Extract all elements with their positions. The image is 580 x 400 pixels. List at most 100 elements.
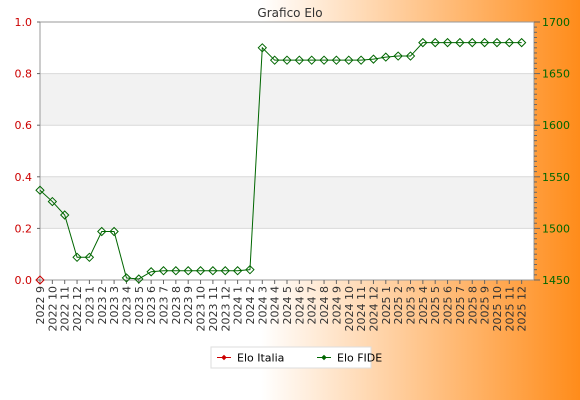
x-axis-tick-label: 2025 10	[491, 286, 504, 332]
x-axis-tick-label: 2025 8	[466, 286, 479, 325]
left-axis-tick-label: 1.0	[15, 16, 33, 29]
plot-band	[40, 22, 534, 74]
x-axis-tick-label: 2025 9	[479, 286, 492, 325]
data-point	[356, 55, 366, 65]
plot-band	[40, 125, 534, 177]
x-axis-tick-label: 2024 7	[306, 286, 319, 325]
data-point	[146, 267, 156, 277]
data-point	[282, 55, 292, 65]
x-axis-tick-label: 2025 3	[405, 286, 418, 325]
x-axis-tick-label: 2025 1	[380, 286, 393, 325]
left-axis-tick-label: 0.2	[15, 222, 33, 235]
x-axis-tick-label: 2024 12	[367, 286, 380, 332]
x-axis-tick-label: 2022 10	[46, 286, 59, 332]
data-point	[97, 226, 107, 237]
series-line	[39, 42, 522, 280]
data-point	[121, 273, 132, 283]
data-point	[306, 55, 317, 65]
data-point	[442, 37, 453, 48]
right-axis-tick-label: 1500	[542, 222, 570, 235]
x-axis-tick-label: 2023 9	[182, 286, 195, 325]
x-axis-tick-label: 2023 10	[195, 286, 208, 332]
legend-label: Elo Italia	[237, 352, 284, 365]
x-axis-tick-label: 2024 9	[330, 286, 343, 325]
data-point	[344, 55, 354, 65]
x-axis-tick-label: 2025 12	[516, 286, 529, 332]
legend-swatch-marker	[221, 354, 227, 361]
right-axis-tick-label: 1650	[542, 68, 570, 81]
data-point	[418, 37, 428, 48]
data-point	[59, 210, 70, 220]
data-point	[405, 51, 416, 61]
data-point	[109, 226, 119, 237]
plot-band	[40, 228, 534, 280]
x-axis-tick-label: 2024 1	[232, 286, 245, 325]
data-point	[319, 55, 329, 65]
left-axis-tick-label: 0.4	[15, 171, 33, 184]
x-axis-tick-label: 2022 11	[59, 286, 72, 332]
x-axis-tick-label: 2023 5	[133, 286, 146, 325]
data-point	[430, 37, 440, 48]
x-axis-tick-label: 2023 1	[83, 286, 96, 325]
x-axis-tick-label: 2024 10	[343, 286, 356, 332]
x-axis-tick-label: 2024 5	[281, 286, 294, 325]
data-point	[195, 266, 206, 276]
left-axis-tick-label: 0.6	[15, 119, 33, 132]
data-point	[72, 252, 82, 263]
x-axis-tick-label: 2025 2	[392, 286, 405, 325]
data-point	[269, 55, 280, 65]
data-point	[368, 54, 379, 64]
x-axis-tick-label: 2025 7	[454, 286, 467, 325]
data-point	[331, 55, 342, 65]
x-axis-tick-label: 2023 3	[108, 286, 121, 325]
data-point	[455, 37, 465, 48]
x-axis-tick-label: 2023 2	[96, 286, 109, 325]
x-axis-tick-label: 2024 11	[355, 286, 368, 332]
x-axis-tick-label: 2023 7	[158, 286, 171, 325]
x-axis-tick-label: 2024 3	[256, 286, 269, 325]
plot-band	[40, 73, 534, 126]
x-axis-tick-label: 2023 11	[207, 286, 220, 332]
data-point	[467, 37, 477, 48]
data-point	[393, 51, 403, 61]
x-axis-tick-label: 2022 12	[71, 286, 84, 332]
x-axis-tick-label: 2024 2	[244, 286, 257, 325]
legend: Elo Italia Elo FIDE	[210, 346, 382, 369]
chart-title: Grafico Elo	[257, 6, 322, 20]
left-axis-tick-label: 0.8	[15, 68, 33, 81]
x-axis-tick-label: 2023 4	[120, 286, 133, 325]
x-axis-tick-label: 2023 6	[145, 286, 158, 325]
x-axis-tick-label: 2023 12	[219, 286, 232, 332]
legend-box	[210, 346, 372, 369]
right-axis-tick-label: 1550	[542, 171, 570, 184]
x-axis-tick-label: 2024 4	[269, 286, 282, 325]
right-axis-tick-label: 1600	[542, 119, 570, 132]
data-point	[257, 43, 268, 53]
x-axis-tick-label: 2025 6	[442, 286, 455, 325]
left-axis-tick-label: 0.0	[15, 274, 33, 287]
data-point	[134, 274, 144, 284]
data-point	[208, 266, 218, 276]
data-point	[245, 264, 255, 275]
x-axis-tick-label: 2023 8	[170, 286, 183, 325]
data-point	[232, 266, 243, 276]
plot-band	[40, 176, 534, 229]
x-axis-tick-label: 2025 4	[417, 286, 430, 325]
data-point	[381, 52, 391, 62]
data-point	[294, 55, 305, 65]
data-point	[220, 266, 230, 276]
data-point	[158, 266, 169, 276]
data-point	[492, 37, 502, 48]
data-point	[35, 185, 45, 195]
x-axis-tick-label: 2022 9	[34, 286, 47, 325]
data-point	[35, 275, 45, 285]
legend-label: Elo FIDE	[337, 352, 382, 365]
data-point	[183, 266, 193, 276]
x-axis-tick-label: 2024 6	[293, 286, 306, 325]
data-point	[516, 37, 527, 48]
right-axis-tick-label: 1700	[542, 16, 570, 29]
legend-swatch-marker	[321, 354, 327, 361]
data-point	[504, 37, 515, 48]
data-point	[479, 37, 490, 48]
